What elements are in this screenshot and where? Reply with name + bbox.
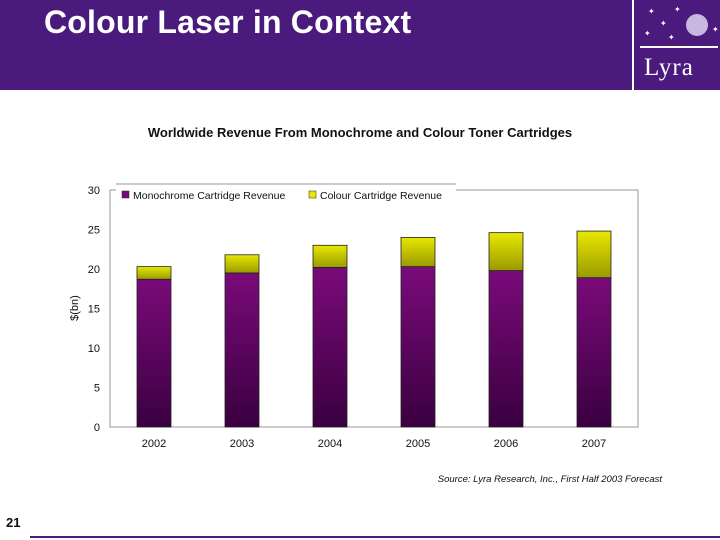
bar-colour (400, 236, 436, 268)
star-icon: ✦ (712, 25, 719, 34)
logo-text: Lyra (644, 54, 694, 81)
y-tick-label: 0 (94, 422, 100, 434)
y-tick-label: 15 (88, 304, 100, 316)
y-tick-label: 25 (88, 225, 100, 237)
legend-label-monochrome: Monochrome Cartridge Revenue (133, 190, 285, 202)
moon-icon (686, 14, 708, 36)
bar-colour (576, 230, 612, 279)
bar-monochrome (312, 267, 348, 428)
bar-monochrome (576, 277, 612, 428)
bar-monochrome (224, 272, 260, 428)
page-number: 21 (6, 515, 21, 530)
bar-colour (224, 254, 260, 274)
y-tick-label: 5 (94, 383, 100, 395)
bar-monochrome (136, 278, 172, 428)
bar-colour (136, 266, 172, 280)
x-tick-label: 2002 (142, 438, 166, 450)
bar-monochrome (400, 266, 436, 428)
star-icon: ✦ (668, 33, 675, 42)
x-tick-label: 2007 (582, 438, 606, 450)
y-tick-label: 10 (88, 343, 100, 355)
legend-box (116, 184, 456, 206)
x-tick-label: 2006 (494, 438, 518, 450)
header-bar (0, 0, 720, 90)
x-tick-label: 2004 (318, 438, 342, 450)
star-icon: ✦ (648, 7, 655, 16)
plot-area (109, 189, 639, 428)
y-axis-label: $(bn) (69, 295, 81, 321)
star-icon: ✦ (674, 5, 681, 14)
legend-swatch-monochrome (121, 190, 130, 199)
source-note: Source: Lyra Research, Inc., First Half … (437, 474, 662, 485)
slide-title: Colour Laser in Context (44, 4, 412, 40)
logo-rule (640, 46, 718, 48)
star-icon: ✦ (660, 19, 667, 28)
y-tick-label: 20 (88, 264, 100, 276)
legend-label-colour: Colour Cartridge Revenue (320, 190, 442, 202)
chart-title: Worldwide Revenue From Monochrome and Co… (147, 125, 573, 140)
x-tick-label: 2003 (230, 438, 254, 450)
lyra-logo: ✦ ✦ ✦ ✦ ✦ ✦ Lyra (632, 0, 720, 90)
bar-monochrome (488, 270, 524, 428)
x-tick-label: 2005 (406, 438, 430, 450)
bottom-rule (30, 536, 720, 538)
legend-swatch-colour (308, 190, 317, 199)
bar-colour (488, 232, 524, 271)
bar-colour (312, 244, 348, 268)
y-tick-label: 30 (88, 185, 100, 197)
star-icon: ✦ (644, 29, 651, 38)
